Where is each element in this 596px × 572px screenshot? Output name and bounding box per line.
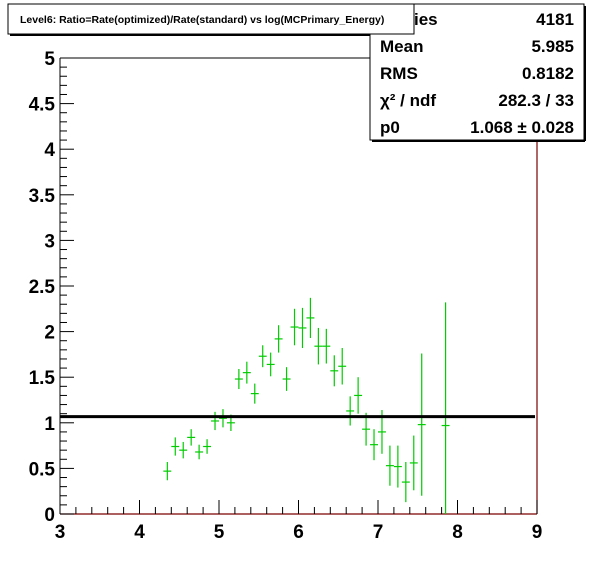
y-tick-label: 0.5	[29, 459, 56, 480]
data-point	[401, 462, 410, 503]
x-tick-label: 3	[55, 522, 66, 543]
stats-value: 0.8182	[522, 64, 574, 83]
data-point	[441, 302, 450, 514]
x-tick-label: 5	[214, 522, 225, 543]
data-point	[274, 325, 283, 353]
data-point	[330, 355, 339, 387]
stats-label: p0	[380, 118, 400, 137]
data-point	[171, 437, 180, 456]
stats-value: 5.985	[531, 37, 574, 56]
data-point	[203, 439, 212, 454]
x-tick-label: 8	[452, 522, 463, 543]
x-axis-ticks: 3 4 5 6 7 8 9	[55, 500, 543, 543]
y-tick-label: 5	[44, 49, 55, 70]
x-tick-label: 7	[373, 522, 384, 543]
y-tick-label: 0	[44, 505, 55, 526]
y-axis-ticks: 0 0.5 1 1.5 2 2.5 3 3.5 4 4.5 5	[29, 49, 74, 526]
data-point	[195, 444, 204, 460]
y-tick-label: 3	[44, 231, 55, 252]
data-point	[298, 307, 307, 349]
stats-value: 4181	[536, 10, 574, 29]
data-point	[314, 327, 323, 365]
stats-label: RMS	[380, 64, 418, 83]
data-point	[282, 367, 291, 391]
y-tick-label: 1	[44, 414, 55, 435]
y-tick-label: 1.5	[29, 368, 56, 389]
data-point	[258, 345, 267, 368]
stats-value: 1.068 ± 0.028	[470, 118, 574, 137]
y-tick-label: 2	[44, 323, 55, 344]
y-tick-label: 2.5	[29, 277, 56, 298]
data-point	[187, 429, 196, 446]
data-point	[417, 353, 426, 496]
stats-value: 282.3 / 33	[498, 91, 574, 110]
data-point	[234, 368, 243, 390]
data-point	[242, 361, 251, 384]
data-point	[250, 383, 259, 404]
title-box-overlay	[7, 3, 415, 35]
x-tick-label: 4	[134, 522, 145, 543]
y-tick-label: 3.5	[29, 186, 56, 207]
y-tick-label: 4.5	[29, 95, 56, 116]
data-point	[306, 297, 315, 338]
data-point	[211, 411, 219, 431]
data-point	[219, 409, 227, 428]
y-tick-label: 4	[44, 140, 55, 161]
data-point	[409, 435, 418, 491]
data-point	[354, 377, 363, 414]
data-point	[338, 348, 347, 385]
data-point	[393, 445, 402, 488]
chart-title-overlay: Level6: Ratio=Rate(optimized)/Rate(stand…	[20, 14, 384, 26]
data-point	[163, 462, 172, 481]
stats-label: Mean	[380, 37, 423, 56]
data-point	[290, 308, 299, 346]
data-point	[346, 396, 355, 426]
x-tick-label: 9	[532, 522, 543, 543]
data-point	[179, 441, 188, 459]
data-point	[370, 429, 378, 461]
stats-label: χ² / ndf	[380, 91, 436, 110]
data-point	[385, 445, 394, 486]
data-points	[163, 297, 450, 514]
x-tick-label: 6	[293, 522, 304, 543]
data-point	[322, 328, 331, 364]
data-point	[266, 352, 275, 377]
data-point	[362, 412, 371, 446]
